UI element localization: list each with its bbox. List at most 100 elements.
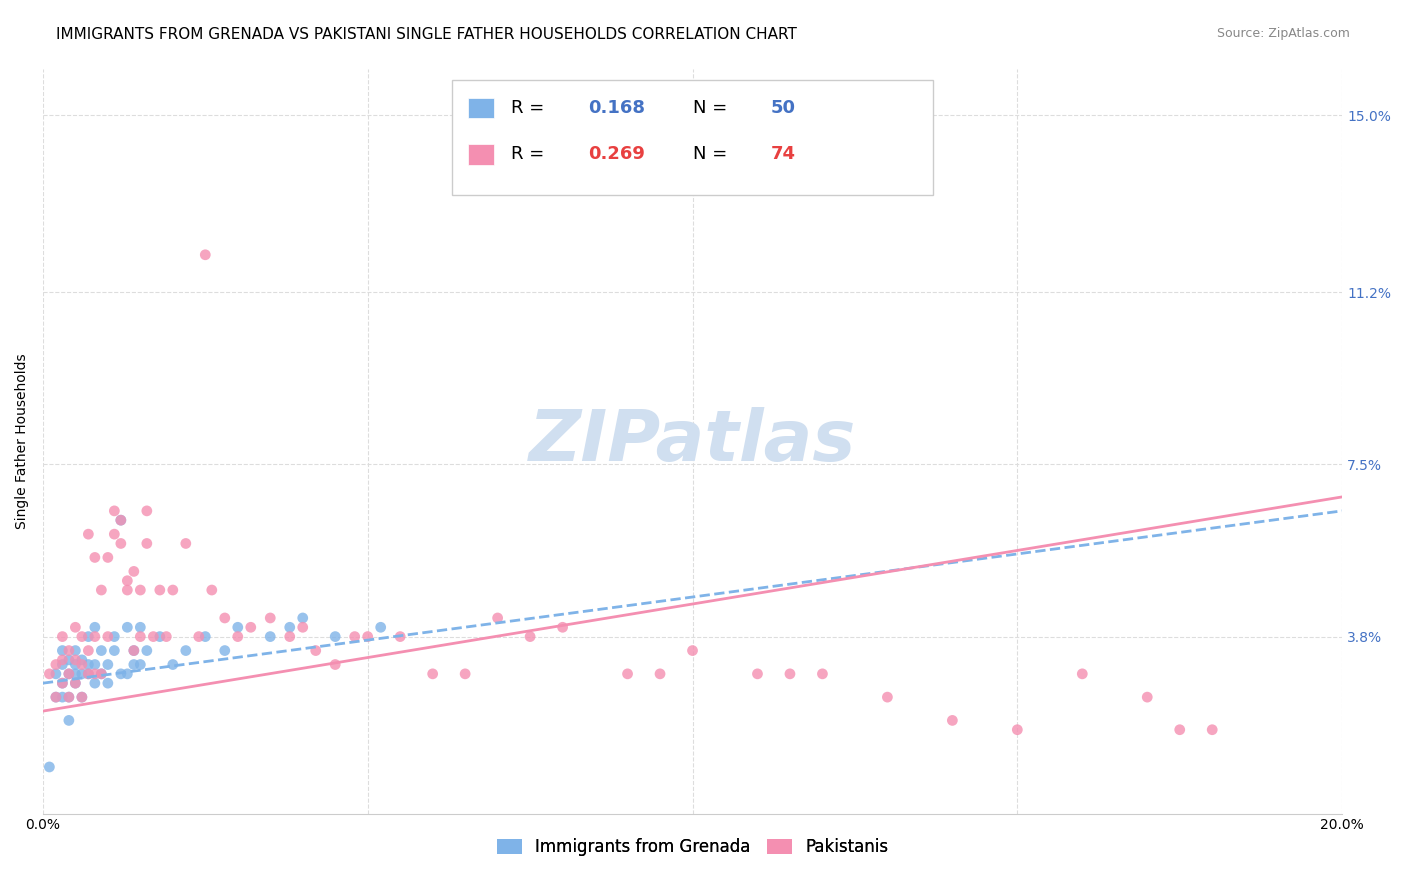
Text: 50: 50 bbox=[770, 99, 796, 117]
FancyBboxPatch shape bbox=[453, 79, 932, 195]
Point bbox=[103, 504, 125, 518]
Point bbox=[142, 630, 165, 644]
Point bbox=[83, 550, 105, 565]
Point bbox=[77, 657, 100, 672]
Text: N =: N = bbox=[693, 145, 733, 163]
Point bbox=[65, 666, 87, 681]
Point bbox=[58, 666, 80, 681]
Point bbox=[422, 666, 444, 681]
Text: N =: N = bbox=[693, 99, 733, 117]
Point bbox=[83, 676, 105, 690]
Point bbox=[103, 527, 125, 541]
Point bbox=[357, 630, 380, 644]
Point bbox=[779, 666, 801, 681]
Point bbox=[291, 611, 314, 625]
Point bbox=[149, 630, 172, 644]
Point bbox=[1007, 723, 1029, 737]
Point bbox=[122, 657, 145, 672]
Point bbox=[1136, 690, 1159, 705]
Point bbox=[259, 611, 281, 625]
Point bbox=[70, 690, 93, 705]
Point bbox=[77, 666, 100, 681]
Point bbox=[58, 690, 80, 705]
Point bbox=[122, 643, 145, 657]
Point bbox=[187, 630, 209, 644]
Point bbox=[103, 643, 125, 657]
Point bbox=[135, 643, 157, 657]
Point bbox=[83, 666, 105, 681]
FancyBboxPatch shape bbox=[468, 144, 494, 165]
Point bbox=[70, 657, 93, 672]
Point bbox=[519, 630, 541, 644]
Point bbox=[129, 657, 152, 672]
Point bbox=[77, 643, 100, 657]
Point bbox=[45, 690, 67, 705]
Point bbox=[70, 666, 93, 681]
Point bbox=[51, 653, 73, 667]
Point bbox=[811, 666, 834, 681]
Point bbox=[103, 630, 125, 644]
Point bbox=[174, 643, 197, 657]
Point bbox=[1168, 723, 1191, 737]
Point bbox=[259, 630, 281, 644]
Point bbox=[83, 630, 105, 644]
Point bbox=[129, 630, 152, 644]
Point bbox=[45, 666, 67, 681]
Point bbox=[129, 582, 152, 597]
Point bbox=[117, 582, 139, 597]
Point bbox=[389, 630, 412, 644]
Point bbox=[214, 611, 236, 625]
Point bbox=[149, 582, 172, 597]
Point bbox=[323, 630, 346, 644]
Text: 0.168: 0.168 bbox=[589, 99, 645, 117]
Point bbox=[226, 620, 249, 634]
Point bbox=[129, 620, 152, 634]
Point bbox=[51, 657, 73, 672]
Point bbox=[65, 643, 87, 657]
Text: 74: 74 bbox=[770, 145, 796, 163]
Point bbox=[90, 582, 112, 597]
Point bbox=[58, 643, 80, 657]
Point bbox=[77, 527, 100, 541]
Point bbox=[58, 653, 80, 667]
Point bbox=[70, 653, 93, 667]
Text: IMMIGRANTS FROM GRENADA VS PAKISTANI SINGLE FATHER HOUSEHOLDS CORRELATION CHART: IMMIGRANTS FROM GRENADA VS PAKISTANI SIN… bbox=[56, 27, 797, 42]
Legend: Immigrants from Grenada, Pakistanis: Immigrants from Grenada, Pakistanis bbox=[488, 830, 897, 865]
Point bbox=[90, 643, 112, 657]
Point bbox=[70, 630, 93, 644]
Point bbox=[90, 666, 112, 681]
Point bbox=[122, 565, 145, 579]
Text: 0.269: 0.269 bbox=[589, 145, 645, 163]
Point bbox=[110, 513, 132, 527]
Point bbox=[97, 657, 120, 672]
Point bbox=[58, 666, 80, 681]
Point bbox=[110, 513, 132, 527]
Point bbox=[51, 690, 73, 705]
Point bbox=[201, 582, 224, 597]
Point bbox=[117, 666, 139, 681]
Text: R =: R = bbox=[510, 99, 550, 117]
Point bbox=[58, 714, 80, 728]
Point bbox=[45, 657, 67, 672]
Point bbox=[122, 643, 145, 657]
Point bbox=[38, 760, 60, 774]
Point bbox=[876, 690, 898, 705]
Point bbox=[51, 643, 73, 657]
Point bbox=[65, 653, 87, 667]
Point bbox=[155, 630, 177, 644]
Point bbox=[135, 536, 157, 550]
Point bbox=[110, 666, 132, 681]
Point bbox=[323, 657, 346, 672]
Point bbox=[51, 676, 73, 690]
Point bbox=[682, 643, 704, 657]
Point bbox=[194, 630, 217, 644]
Point bbox=[370, 620, 392, 634]
Point bbox=[551, 620, 574, 634]
Point bbox=[65, 676, 87, 690]
Point bbox=[747, 666, 769, 681]
Point bbox=[162, 582, 184, 597]
Point bbox=[83, 657, 105, 672]
Point bbox=[616, 666, 638, 681]
Point bbox=[83, 620, 105, 634]
Point bbox=[45, 690, 67, 705]
